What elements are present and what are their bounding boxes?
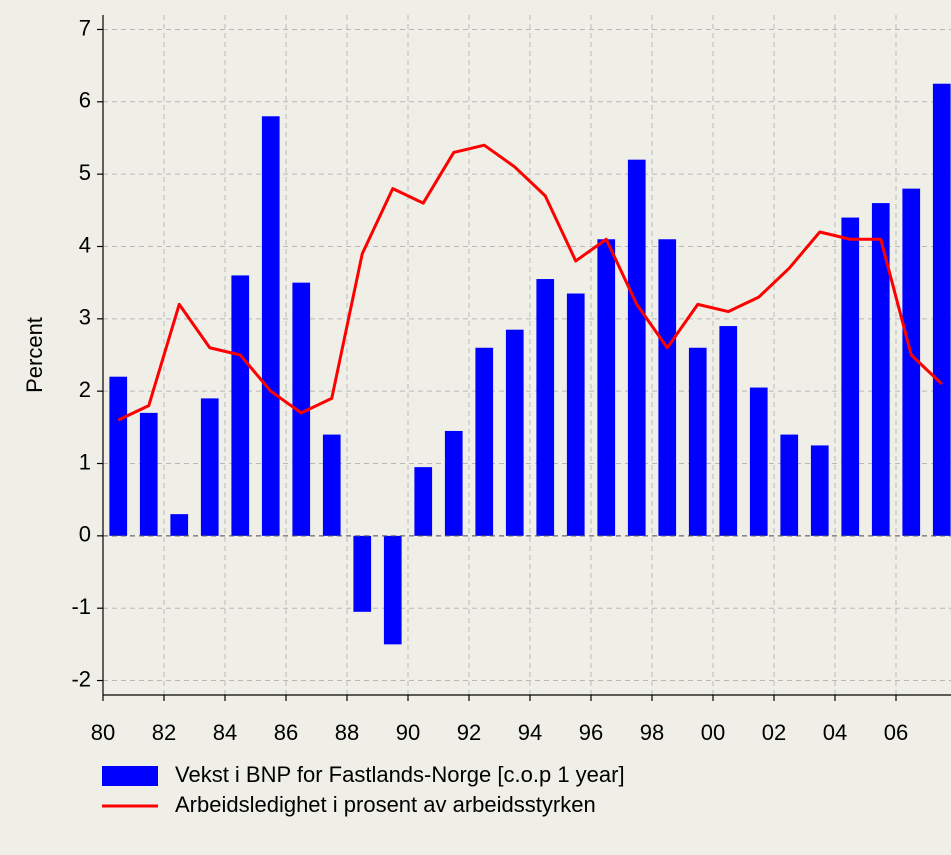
x-tick-label: 98: [640, 720, 664, 745]
y-tick-label: 2: [79, 377, 91, 402]
bar: [414, 467, 433, 536]
bar: [170, 514, 189, 536]
y-tick-label: 4: [79, 232, 91, 257]
bar: [841, 217, 860, 536]
y-tick-label: 0: [79, 522, 91, 547]
bar: [597, 239, 616, 536]
x-tick-label: 06: [884, 720, 908, 745]
x-tick-label: 90: [396, 720, 420, 745]
y-tick-label: 3: [79, 305, 91, 330]
bar: [719, 326, 738, 536]
x-tick-label: 94: [518, 720, 542, 745]
x-tick-label: 84: [213, 720, 237, 745]
bar: [109, 376, 128, 536]
bar: [566, 293, 585, 536]
y-tick-label: 1: [79, 449, 91, 474]
bar: [505, 329, 524, 536]
x-tick-label: 86: [274, 720, 298, 745]
bar: [810, 445, 829, 536]
bar: [658, 239, 677, 536]
bar: [780, 434, 799, 536]
bar: [627, 159, 646, 536]
x-tick-label: 00: [701, 720, 725, 745]
y-tick-label: 5: [79, 160, 91, 185]
bar: [475, 347, 494, 536]
bar: [536, 279, 555, 536]
x-tick-label: 92: [457, 720, 481, 745]
bar: [444, 430, 463, 536]
bar: [871, 203, 890, 536]
x-tick-label: 96: [579, 720, 603, 745]
y-axis-label: Percent: [22, 317, 47, 393]
y-tick-label: 6: [79, 88, 91, 113]
y-tick-label: -1: [71, 594, 91, 619]
bar: [292, 282, 311, 536]
bar: [322, 434, 341, 536]
bar: [200, 398, 219, 536]
bar: [383, 535, 402, 645]
bar: [902, 188, 921, 536]
legend-label: Arbeidsledighet i prosent av arbeidsstyr…: [175, 792, 596, 817]
bar: [139, 412, 158, 536]
bar: [353, 535, 372, 612]
bar: [231, 275, 250, 536]
bar: [749, 387, 768, 536]
line: [117, 143, 943, 422]
legend-swatch: [102, 766, 158, 786]
x-tick-label: 04: [823, 720, 847, 745]
bar: [261, 116, 280, 536]
bar: [932, 83, 951, 536]
x-tick-label: 02: [762, 720, 786, 745]
x-tick-label: 82: [152, 720, 176, 745]
legend-label: Vekst i BNP for Fastlands-Norge [c.o.p 1…: [175, 762, 625, 787]
y-tick-label: 7: [79, 15, 91, 40]
x-tick-label: 88: [335, 720, 359, 745]
x-tick-label: 80: [91, 720, 115, 745]
bar: [688, 347, 707, 536]
y-tick-label: -2: [71, 666, 91, 691]
